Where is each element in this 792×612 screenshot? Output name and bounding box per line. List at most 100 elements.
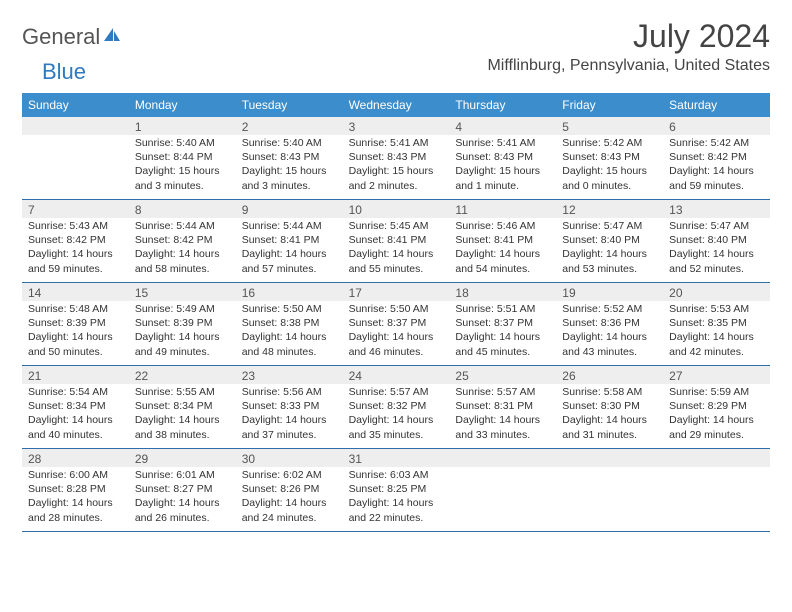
day-info: Sunrise: 5:41 AMSunset: 8:43 PMDaylight:… (449, 135, 556, 197)
logo-text-gray: General (22, 24, 100, 50)
sunset-line: Sunset: 8:37 PM (455, 316, 550, 330)
day-cell (663, 449, 770, 531)
day-number: 24 (343, 366, 450, 384)
sunset-line: Sunset: 8:30 PM (562, 399, 657, 413)
day-cell: 7Sunrise: 5:43 AMSunset: 8:42 PMDaylight… (22, 200, 129, 282)
day-number: 22 (129, 366, 236, 384)
day-cell: 6Sunrise: 5:42 AMSunset: 8:42 PMDaylight… (663, 117, 770, 199)
day-info: Sunrise: 5:57 AMSunset: 8:31 PMDaylight:… (449, 384, 556, 446)
day-cell: 26Sunrise: 5:58 AMSunset: 8:30 PMDayligh… (556, 366, 663, 448)
daylight-line: Daylight: 14 hours and 40 minutes. (28, 413, 123, 441)
day-number: 1 (129, 117, 236, 135)
day-number: 29 (129, 449, 236, 467)
day-info: Sunrise: 5:47 AMSunset: 8:40 PMDaylight:… (556, 218, 663, 280)
day-cell: 22Sunrise: 5:55 AMSunset: 8:34 PMDayligh… (129, 366, 236, 448)
daylight-line: Daylight: 14 hours and 53 minutes. (562, 247, 657, 275)
sunrise-line: Sunrise: 6:03 AM (349, 468, 444, 482)
day-info: Sunrise: 6:02 AMSunset: 8:26 PMDaylight:… (236, 467, 343, 529)
weekday-header: Sunday (22, 93, 129, 117)
sunset-line: Sunset: 8:35 PM (669, 316, 764, 330)
day-cell: 23Sunrise: 5:56 AMSunset: 8:33 PMDayligh… (236, 366, 343, 448)
day-cell (449, 449, 556, 531)
daylight-line: Daylight: 14 hours and 24 minutes. (242, 496, 337, 524)
day-number: 21 (22, 366, 129, 384)
day-number: 19 (556, 283, 663, 301)
day-cell: 8Sunrise: 5:44 AMSunset: 8:42 PMDaylight… (129, 200, 236, 282)
day-info: Sunrise: 5:41 AMSunset: 8:43 PMDaylight:… (343, 135, 450, 197)
day-number: 27 (663, 366, 770, 384)
day-cell: 20Sunrise: 5:53 AMSunset: 8:35 PMDayligh… (663, 283, 770, 365)
day-number: 8 (129, 200, 236, 218)
logo-sail-icon (102, 24, 122, 50)
weekday-header-row: SundayMondayTuesdayWednesdayThursdayFrid… (22, 93, 770, 117)
sunset-line: Sunset: 8:39 PM (28, 316, 123, 330)
day-info: Sunrise: 5:44 AMSunset: 8:41 PMDaylight:… (236, 218, 343, 280)
day-info: Sunrise: 5:42 AMSunset: 8:43 PMDaylight:… (556, 135, 663, 197)
daylight-line: Daylight: 14 hours and 38 minutes. (135, 413, 230, 441)
day-cell: 29Sunrise: 6:01 AMSunset: 8:27 PMDayligh… (129, 449, 236, 531)
day-number: 14 (22, 283, 129, 301)
day-number: 25 (449, 366, 556, 384)
day-cell: 13Sunrise: 5:47 AMSunset: 8:40 PMDayligh… (663, 200, 770, 282)
sunrise-line: Sunrise: 5:42 AM (669, 136, 764, 150)
daylight-line: Daylight: 14 hours and 49 minutes. (135, 330, 230, 358)
week-row: 1Sunrise: 5:40 AMSunset: 8:44 PMDaylight… (22, 117, 770, 200)
day-number: 2 (236, 117, 343, 135)
day-number (556, 449, 663, 467)
sunset-line: Sunset: 8:37 PM (349, 316, 444, 330)
day-cell: 28Sunrise: 6:00 AMSunset: 8:28 PMDayligh… (22, 449, 129, 531)
sunset-line: Sunset: 8:34 PM (28, 399, 123, 413)
sunrise-line: Sunrise: 5:50 AM (242, 302, 337, 316)
day-cell: 25Sunrise: 5:57 AMSunset: 8:31 PMDayligh… (449, 366, 556, 448)
day-number: 9 (236, 200, 343, 218)
sunrise-line: Sunrise: 5:47 AM (562, 219, 657, 233)
day-info: Sunrise: 5:53 AMSunset: 8:35 PMDaylight:… (663, 301, 770, 363)
sunset-line: Sunset: 8:43 PM (562, 150, 657, 164)
day-info: Sunrise: 5:40 AMSunset: 8:43 PMDaylight:… (236, 135, 343, 197)
sunset-line: Sunset: 8:42 PM (28, 233, 123, 247)
daylight-line: Daylight: 14 hours and 57 minutes. (242, 247, 337, 275)
day-info: Sunrise: 5:43 AMSunset: 8:42 PMDaylight:… (22, 218, 129, 280)
sunset-line: Sunset: 8:34 PM (135, 399, 230, 413)
day-info: Sunrise: 5:50 AMSunset: 8:37 PMDaylight:… (343, 301, 450, 363)
day-number: 28 (22, 449, 129, 467)
location: Mifflinburg, Pennsylvania, United States (487, 57, 770, 75)
daylight-line: Daylight: 14 hours and 48 minutes. (242, 330, 337, 358)
day-cell: 3Sunrise: 5:41 AMSunset: 8:43 PMDaylight… (343, 117, 450, 199)
day-number: 23 (236, 366, 343, 384)
sunrise-line: Sunrise: 6:00 AM (28, 468, 123, 482)
sunset-line: Sunset: 8:39 PM (135, 316, 230, 330)
sunset-line: Sunset: 8:31 PM (455, 399, 550, 413)
sunset-line: Sunset: 8:43 PM (242, 150, 337, 164)
sunrise-line: Sunrise: 5:45 AM (349, 219, 444, 233)
day-info: Sunrise: 5:45 AMSunset: 8:41 PMDaylight:… (343, 218, 450, 280)
day-number: 7 (22, 200, 129, 218)
day-number (663, 449, 770, 467)
sunset-line: Sunset: 8:26 PM (242, 482, 337, 496)
day-info: Sunrise: 5:57 AMSunset: 8:32 PMDaylight:… (343, 384, 450, 446)
daylight-line: Daylight: 14 hours and 33 minutes. (455, 413, 550, 441)
week-row: 28Sunrise: 6:00 AMSunset: 8:28 PMDayligh… (22, 449, 770, 532)
sunrise-line: Sunrise: 5:51 AM (455, 302, 550, 316)
sunrise-line: Sunrise: 5:57 AM (349, 385, 444, 399)
day-info: Sunrise: 5:58 AMSunset: 8:30 PMDaylight:… (556, 384, 663, 446)
daylight-line: Daylight: 15 hours and 1 minute. (455, 164, 550, 192)
day-cell: 12Sunrise: 5:47 AMSunset: 8:40 PMDayligh… (556, 200, 663, 282)
day-info: Sunrise: 6:01 AMSunset: 8:27 PMDaylight:… (129, 467, 236, 529)
sunrise-line: Sunrise: 5:41 AM (455, 136, 550, 150)
sunrise-line: Sunrise: 5:40 AM (242, 136, 337, 150)
sunset-line: Sunset: 8:40 PM (669, 233, 764, 247)
day-cell: 15Sunrise: 5:49 AMSunset: 8:39 PMDayligh… (129, 283, 236, 365)
sunset-line: Sunset: 8:27 PM (135, 482, 230, 496)
weekday-header: Wednesday (343, 93, 450, 117)
sunset-line: Sunset: 8:43 PM (349, 150, 444, 164)
day-number: 26 (556, 366, 663, 384)
sunrise-line: Sunrise: 5:44 AM (135, 219, 230, 233)
day-cell: 11Sunrise: 5:46 AMSunset: 8:41 PMDayligh… (449, 200, 556, 282)
daylight-line: Daylight: 14 hours and 29 minutes. (669, 413, 764, 441)
day-number: 18 (449, 283, 556, 301)
weekday-header: Saturday (663, 93, 770, 117)
sunrise-line: Sunrise: 5:59 AM (669, 385, 764, 399)
day-info: Sunrise: 5:42 AMSunset: 8:42 PMDaylight:… (663, 135, 770, 197)
calendar: SundayMondayTuesdayWednesdayThursdayFrid… (22, 93, 770, 532)
